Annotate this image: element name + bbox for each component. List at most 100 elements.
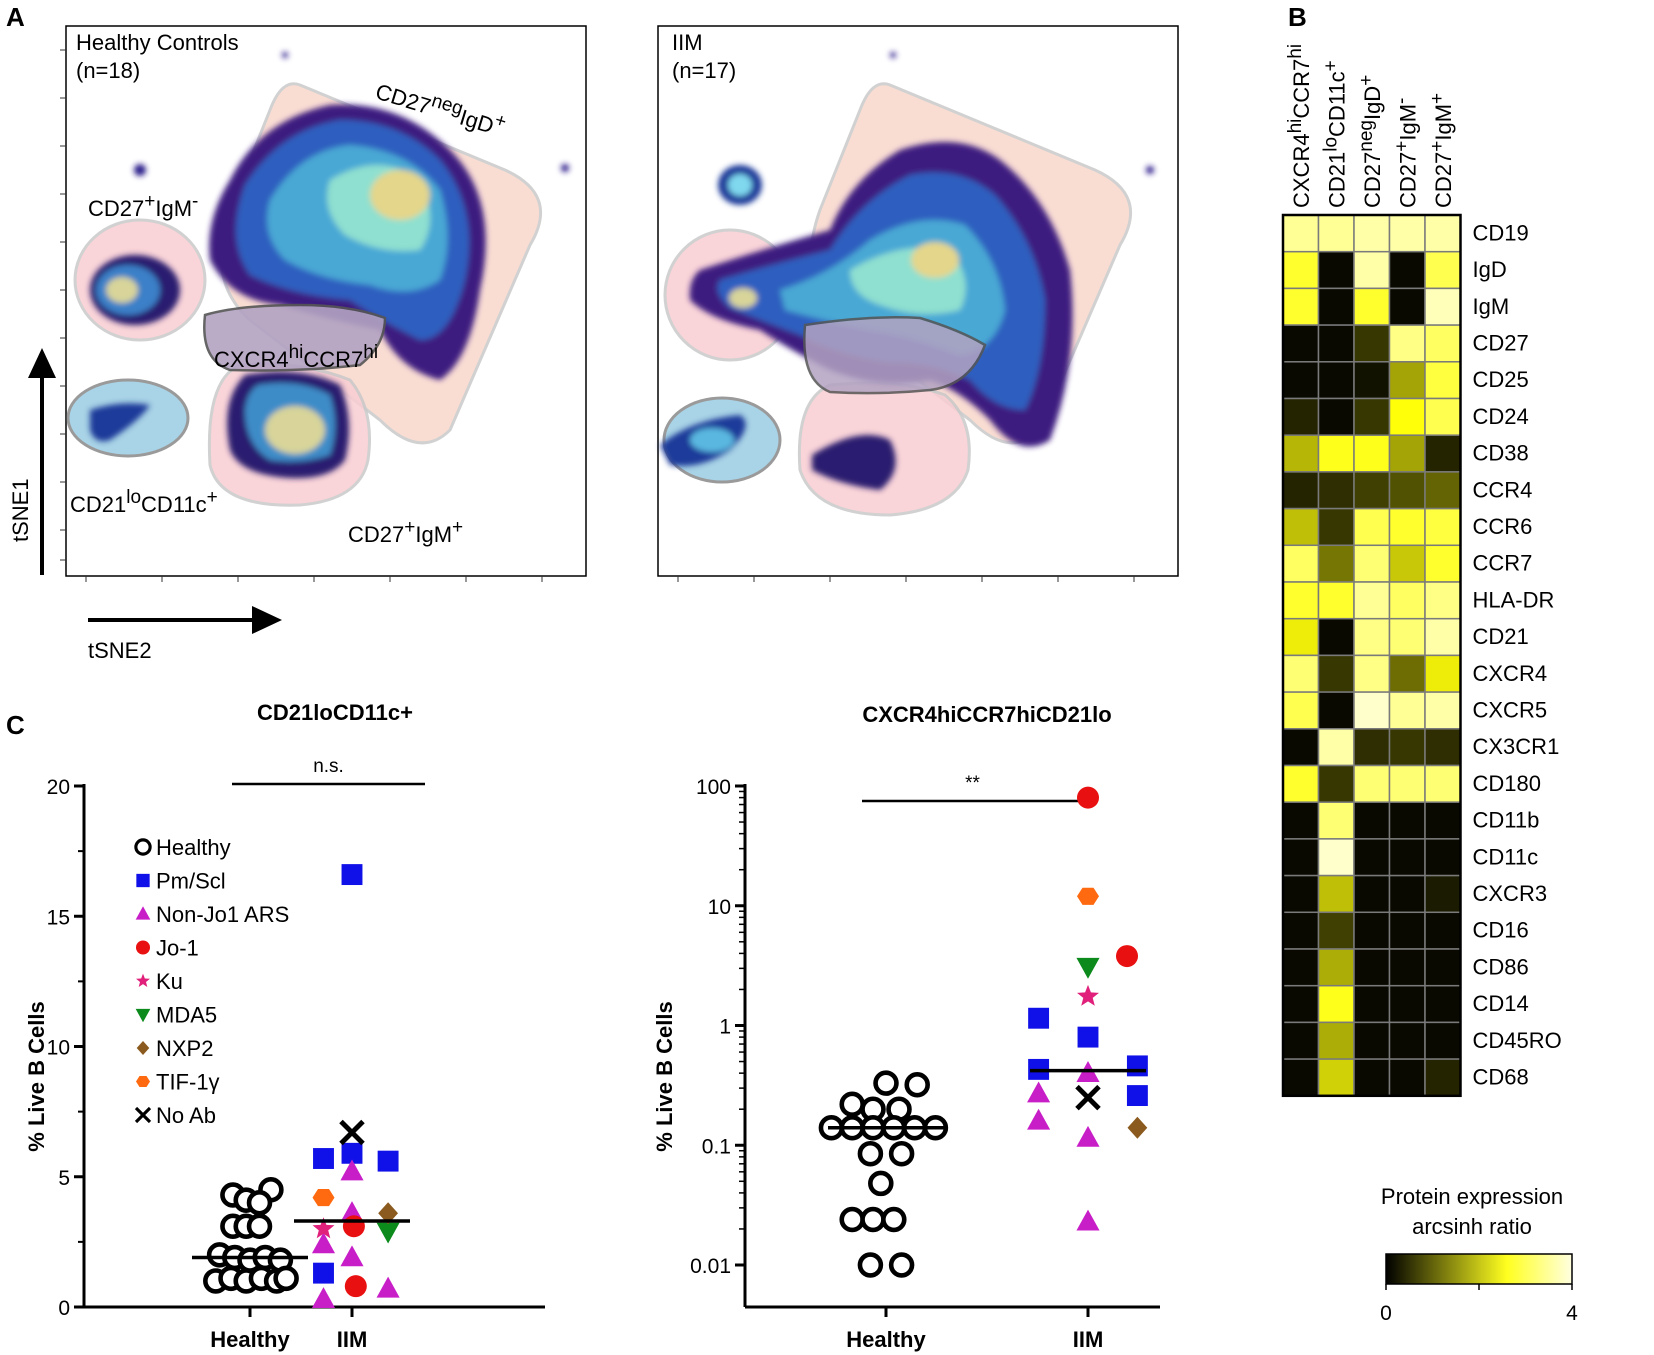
- legend-marker: [136, 1041, 150, 1055]
- heatmap-row-label: HLA-DR: [1473, 587, 1555, 612]
- heatmap-cell: [1424, 617, 1462, 657]
- heatmap-cell: [1388, 544, 1426, 583]
- y-tick-label: 0.1: [702, 1135, 731, 1158]
- heatmap-cell: [1317, 471, 1355, 510]
- data-point: [246, 1190, 273, 1216]
- heatmap-cell: [1353, 324, 1391, 363]
- gate-igmneg-c: IgM: [155, 196, 192, 221]
- gate-igmpos-a: CD27: [348, 522, 404, 547]
- heatmap-cell: [1388, 397, 1426, 436]
- heatmap-column-label-part: IgM: [1431, 104, 1456, 141]
- data-point: [881, 1206, 907, 1233]
- legend-marker: [136, 973, 150, 987]
- heatmap-cell: [1317, 654, 1355, 693]
- heatmap-cell: [1282, 838, 1320, 877]
- y-tick-label: 1: [719, 1016, 731, 1039]
- heatmap-cell: [1424, 214, 1462, 253]
- data-point: [340, 1159, 364, 1181]
- heatmap-cell: [1282, 324, 1320, 363]
- x-category-label: IIM: [1073, 1327, 1104, 1352]
- legend-marker: [134, 838, 152, 856]
- scatter-cxcr4-ccr7-cd21lo: CXCR4hiCCR7hiCD21lo ** 0.01 0.1 1 10 100 % Live…: [652, 702, 1160, 1352]
- heatmap-cell: [1317, 911, 1355, 950]
- data-point: [1027, 1108, 1051, 1130]
- colorbar-title-line1: Protein expression: [1381, 1184, 1563, 1209]
- data-point: [340, 1245, 364, 1267]
- gate-cxcr4-ccr7: [203, 303, 387, 372]
- heatmap-cell: [1282, 287, 1320, 326]
- heatmap-cell: [1353, 764, 1391, 803]
- heatmap-column-label-part: CD27: [1360, 152, 1385, 208]
- heatmap-row-label: CCR7: [1473, 551, 1533, 576]
- heatmap-cell: [1317, 434, 1355, 473]
- data-point: [839, 1206, 865, 1233]
- heatmap-cell: [1353, 617, 1391, 657]
- tsne-healthy-n: (n=18): [76, 58, 140, 83]
- heatmap-cell: [1282, 397, 1320, 436]
- heatmap-cell: [1353, 948, 1391, 987]
- gate-igmneg-a: CD27: [88, 196, 144, 221]
- y-axis-label: % Live B Cells: [24, 1001, 49, 1151]
- tsne2-arrow-head: [252, 606, 282, 634]
- data-point: [344, 1275, 367, 1298]
- heatmap-cell: [1353, 397, 1391, 436]
- heatmap-cell: [1388, 617, 1426, 657]
- legend-marker: [135, 1008, 151, 1023]
- heatmap-cell: [1353, 911, 1391, 950]
- y-tick-label: 0.01: [690, 1255, 731, 1278]
- heatmap-cell: [1388, 654, 1426, 693]
- data-point: [376, 1276, 400, 1298]
- heatmap-cell: [1353, 287, 1391, 326]
- legend-marker: [135, 906, 151, 920]
- gate-cd21-b: lo: [126, 487, 141, 508]
- heatmap-row-label: CD25: [1473, 367, 1529, 392]
- heatmap-cell: [1282, 1021, 1320, 1060]
- data-point: [888, 1252, 915, 1278]
- data-point: [342, 1215, 365, 1238]
- heatmap-cell: [1317, 250, 1355, 290]
- heatmap-cell: [1424, 801, 1462, 840]
- y-tick-label: 10: [708, 896, 731, 919]
- data-point: [857, 1252, 884, 1278]
- heatmap-column-label-part: -: [1391, 98, 1412, 104]
- heatmap-column-label-part: +: [1427, 93, 1448, 104]
- heatmap-cell: [1282, 214, 1320, 253]
- tsne-healthy-density: [90, 52, 569, 479]
- significance-label: **: [965, 773, 980, 794]
- heatmap-column-label-part: CD27: [1395, 152, 1420, 208]
- heatmap-cell: [1388, 764, 1426, 803]
- y-tick-label: 20: [47, 776, 70, 799]
- data-point: [860, 1206, 886, 1233]
- gate-cxcr4-c: CCR7: [303, 347, 363, 372]
- heatmap-cell: [1282, 250, 1320, 290]
- heatmap-column-label: CD21loCD11c+: [1320, 60, 1349, 208]
- heatmap-cell: [1424, 984, 1462, 1024]
- data-point: [904, 1071, 930, 1098]
- heatmap-cell: [1353, 361, 1391, 400]
- data-point: [377, 1150, 399, 1172]
- tsne-axis-arrows: tSNE1 tSNE2: [8, 348, 282, 663]
- data-point: [1077, 887, 1099, 905]
- data-point: [1127, 1116, 1148, 1139]
- heatmap-cell: [1282, 654, 1320, 693]
- heatmap-grid: [1281, 213, 1462, 1098]
- heatmap-cell: [1353, 874, 1391, 914]
- tsne-healthy-ticks: [60, 49, 543, 582]
- data-point: [1126, 1085, 1148, 1107]
- heatmap-column-labels: CXCR4hiCCR7hiCD21loCD11c+CD27negIgD+CD27…: [1285, 44, 1456, 208]
- significance-label: n.s.: [313, 756, 344, 777]
- legend-label: Healthy: [156, 835, 231, 860]
- gate-cd21-a: CD21: [70, 492, 126, 517]
- heatmap-row-label: CXCR4: [1473, 661, 1548, 686]
- data-point: [311, 1287, 336, 1308]
- heatmap-cell: [1353, 434, 1391, 473]
- heatmap-cell: [1317, 1058, 1355, 1097]
- tsne-iim-plot: IIM (n=17): [657, 25, 1179, 582]
- heatmap-row-label: CD16: [1473, 918, 1529, 943]
- heatmap-cell: [1388, 728, 1426, 767]
- gate-igmpos-d: +: [452, 517, 463, 538]
- heatmap-column-label-part: CD21: [1324, 152, 1349, 208]
- gate-cd21-c: CD11c: [141, 492, 207, 517]
- data-point: [311, 1232, 336, 1254]
- heatmap-cell: [1388, 1058, 1426, 1097]
